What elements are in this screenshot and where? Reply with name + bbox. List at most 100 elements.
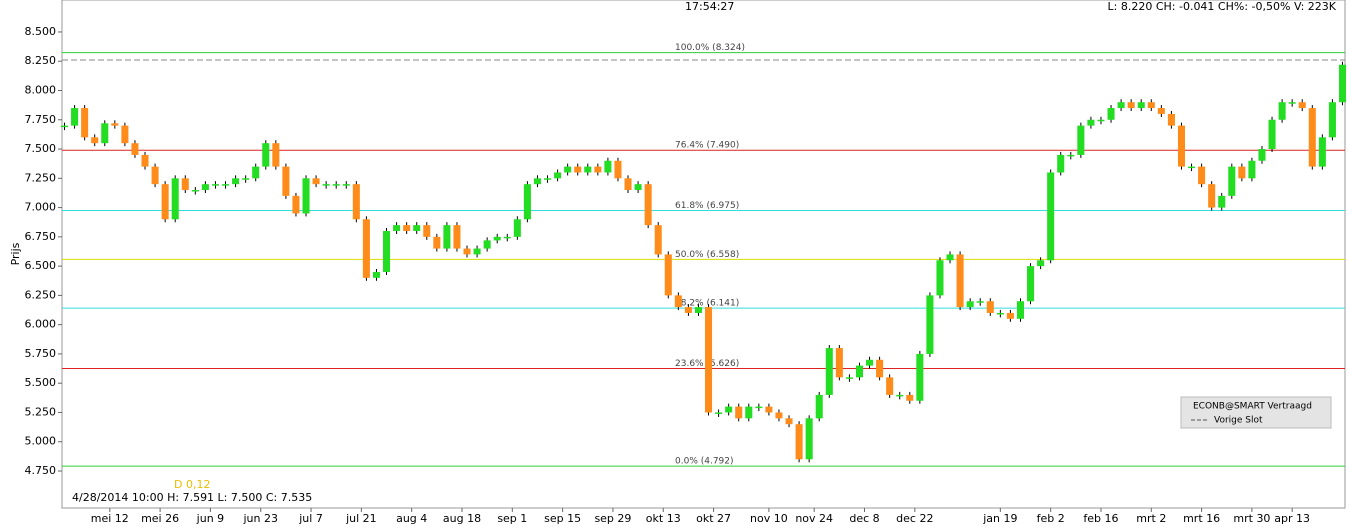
x-tick-label: okt 13	[646, 512, 681, 525]
candle-body	[765, 406, 773, 413]
fib-label: 100.0% (8.324)	[675, 43, 745, 53]
candle-body	[725, 406, 733, 413]
candle-body	[191, 190, 199, 192]
candle-body	[1218, 195, 1226, 208]
candle-body	[936, 260, 944, 296]
candle-body	[946, 254, 954, 261]
candle-body	[604, 160, 612, 173]
candle-body	[1027, 266, 1035, 302]
candle-body	[966, 301, 974, 308]
candle-body	[775, 412, 783, 419]
candle-body	[403, 225, 411, 231]
y-tick-label: 7.500	[25, 142, 57, 155]
candle-body	[1137, 102, 1145, 109]
x-tick-label: sep 29	[594, 512, 631, 525]
candle-body	[1338, 64, 1347, 103]
x-tick-label: dec 8	[849, 512, 879, 525]
candle-body	[996, 312, 1004, 315]
candle-body	[1248, 160, 1256, 179]
x-tick-label: aug 18	[443, 512, 481, 525]
indicator-label: D 0,12	[174, 478, 210, 491]
candle-body	[705, 307, 713, 413]
candle-body	[554, 172, 562, 179]
candle-body	[654, 225, 662, 255]
header-quote: L: 8.220 CH: -0.041 CH%: -0,50% V: 223K	[1108, 0, 1337, 13]
candle-body	[171, 178, 179, 220]
y-tick-label: 6.750	[25, 230, 57, 243]
candle-body	[1228, 166, 1236, 196]
y-tick-label: 5.500	[25, 376, 57, 389]
candle-body	[694, 307, 702, 313]
candle-body	[715, 412, 723, 414]
candle-body	[624, 178, 632, 191]
candle-body	[71, 108, 79, 126]
candle-body	[1057, 154, 1065, 173]
x-tick-label: mei 12	[91, 512, 129, 525]
candle-body	[674, 295, 682, 308]
y-tick-label: 7.250	[25, 171, 57, 184]
candle-body	[1157, 108, 1165, 114]
candle-body	[443, 225, 451, 249]
x-tick-label: mrt 2	[1136, 512, 1166, 525]
candle-body	[1318, 137, 1326, 167]
candle-body	[1147, 102, 1155, 109]
candle-body	[493, 236, 501, 241]
candle-body	[322, 184, 330, 186]
candle-body	[252, 166, 260, 179]
candle-body	[855, 365, 863, 378]
candle-body	[815, 394, 823, 419]
y-tick-label: 5.000	[25, 435, 57, 448]
candle-body	[433, 236, 441, 249]
x-tick-label: feb 2	[1037, 512, 1065, 525]
candle-body	[1288, 102, 1296, 104]
candle-body	[584, 166, 592, 173]
y-tick-label: 6.250	[25, 288, 57, 301]
candle-body	[282, 166, 290, 196]
candle-body	[101, 123, 109, 144]
candle-body	[906, 394, 914, 401]
candle-body	[1177, 125, 1186, 167]
legend-entry: Vorige Slot	[1214, 416, 1263, 426]
candle-body	[825, 348, 833, 395]
candle-body	[805, 418, 813, 460]
candle-body	[1258, 149, 1266, 161]
candle-body	[916, 353, 924, 401]
candle-body	[876, 359, 884, 378]
y-tick-label: 7.750	[25, 113, 57, 126]
x-tick-label: nov 10	[750, 512, 788, 525]
candle-body	[262, 143, 270, 167]
candle-body	[785, 418, 793, 425]
plot-area	[61, 0, 1346, 509]
y-tick-label: 4.750	[25, 464, 57, 477]
x-tick-label: sep 1	[497, 512, 527, 525]
candle-body	[533, 178, 541, 185]
candle-body	[393, 225, 401, 231]
candle-body	[644, 184, 652, 226]
candle-body	[745, 406, 753, 419]
candle-body	[453, 225, 461, 249]
candle-body	[1198, 166, 1206, 185]
candle-body	[755, 406, 763, 409]
candle-body	[161, 184, 169, 220]
candle-body	[634, 184, 642, 191]
candle-body	[956, 254, 964, 308]
candle-body	[835, 348, 843, 378]
candle-body	[272, 143, 280, 167]
candle-body	[121, 125, 129, 144]
fib-label: 38.2% (6.141)	[675, 299, 739, 309]
candle-body	[986, 301, 994, 313]
candle-body	[1006, 312, 1014, 319]
candle-body	[232, 178, 240, 185]
candle-body	[221, 184, 230, 186]
x-tick-label: sep 15	[544, 512, 581, 525]
candle-body	[1268, 119, 1276, 150]
y-tick-label: 5.250	[25, 405, 57, 418]
fib-label: 76.4% (7.490)	[675, 141, 739, 151]
candle-body	[1278, 102, 1286, 120]
y-tick-label: 6.500	[25, 259, 57, 272]
x-tick-label: mrt 30	[1233, 512, 1270, 525]
y-tick-label: 8.000	[25, 84, 57, 97]
header-time: 17:54:27	[685, 0, 734, 13]
candle-body	[523, 184, 531, 220]
candle-body	[594, 166, 602, 173]
